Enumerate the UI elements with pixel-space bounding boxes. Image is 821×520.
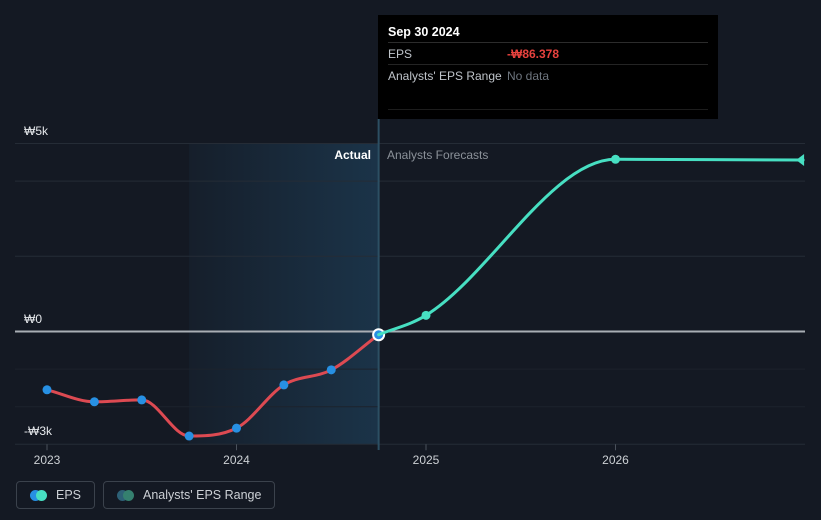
eps-point[interactable]: [89, 397, 99, 407]
tooltip-date: Sep 30 2024: [388, 23, 708, 43]
y-axis-label: ₩5k: [24, 123, 48, 138]
actual-period-band: [189, 143, 379, 445]
tooltip-eps-label: EPS: [388, 47, 413, 61]
eps-forecast-line: [377, 157, 805, 337]
eps-forecast-point[interactable]: [611, 154, 620, 164]
forecast-end-arrow: [796, 154, 805, 167]
eps-point[interactable]: [279, 380, 289, 390]
legend-toggle-eps[interactable]: EPS: [16, 481, 96, 509]
eps-point[interactable]: [137, 395, 147, 405]
tooltip-eps-value: -₩86.378: [507, 47, 560, 61]
x-axis-label: 2024: [223, 453, 250, 467]
x-axis-label: 2023: [33, 453, 61, 467]
legend-toggle-eps-range[interactable]: Analysts' EPS Range: [103, 481, 276, 509]
tooltip-range-value: No data: [507, 69, 550, 83]
eps-forecast-point[interactable]: [421, 310, 431, 320]
tooltip-range-label: Analysts' EPS Range: [388, 69, 502, 83]
tooltip-row-range: Analysts' EPS Range No data: [388, 65, 708, 87]
eps-actual-line: [45, 333, 381, 438]
tooltip-divider: [388, 109, 708, 110]
y-axis-label: ₩0: [24, 311, 42, 326]
legend-eps-range-label: Analysts' EPS Range: [143, 488, 262, 502]
chart-legend: EPS Analysts' EPS Range: [16, 481, 276, 509]
x-axis-label: 2025: [412, 453, 440, 467]
hover-tooltip: Sep 30 2024 EPS -₩86.378 Analysts' EPS R…: [378, 15, 718, 119]
y-axis-label: -₩3k: [24, 424, 52, 439]
actual-period-label: Actual: [334, 148, 371, 162]
eps-series-icon: [30, 489, 47, 501]
eps-point[interactable]: [326, 365, 336, 375]
eps-range-series-icon: [117, 489, 135, 501]
tooltip-row-eps: EPS -₩86.378: [388, 43, 708, 65]
forecast-period-label: Analysts Forecasts: [387, 148, 489, 162]
legend-eps-label: EPS: [56, 488, 82, 502]
eps-point[interactable]: [42, 385, 52, 395]
eps-point[interactable]: [232, 423, 241, 433]
x-axis-label: 2026: [602, 453, 629, 467]
eps-point[interactable]: [184, 431, 194, 441]
